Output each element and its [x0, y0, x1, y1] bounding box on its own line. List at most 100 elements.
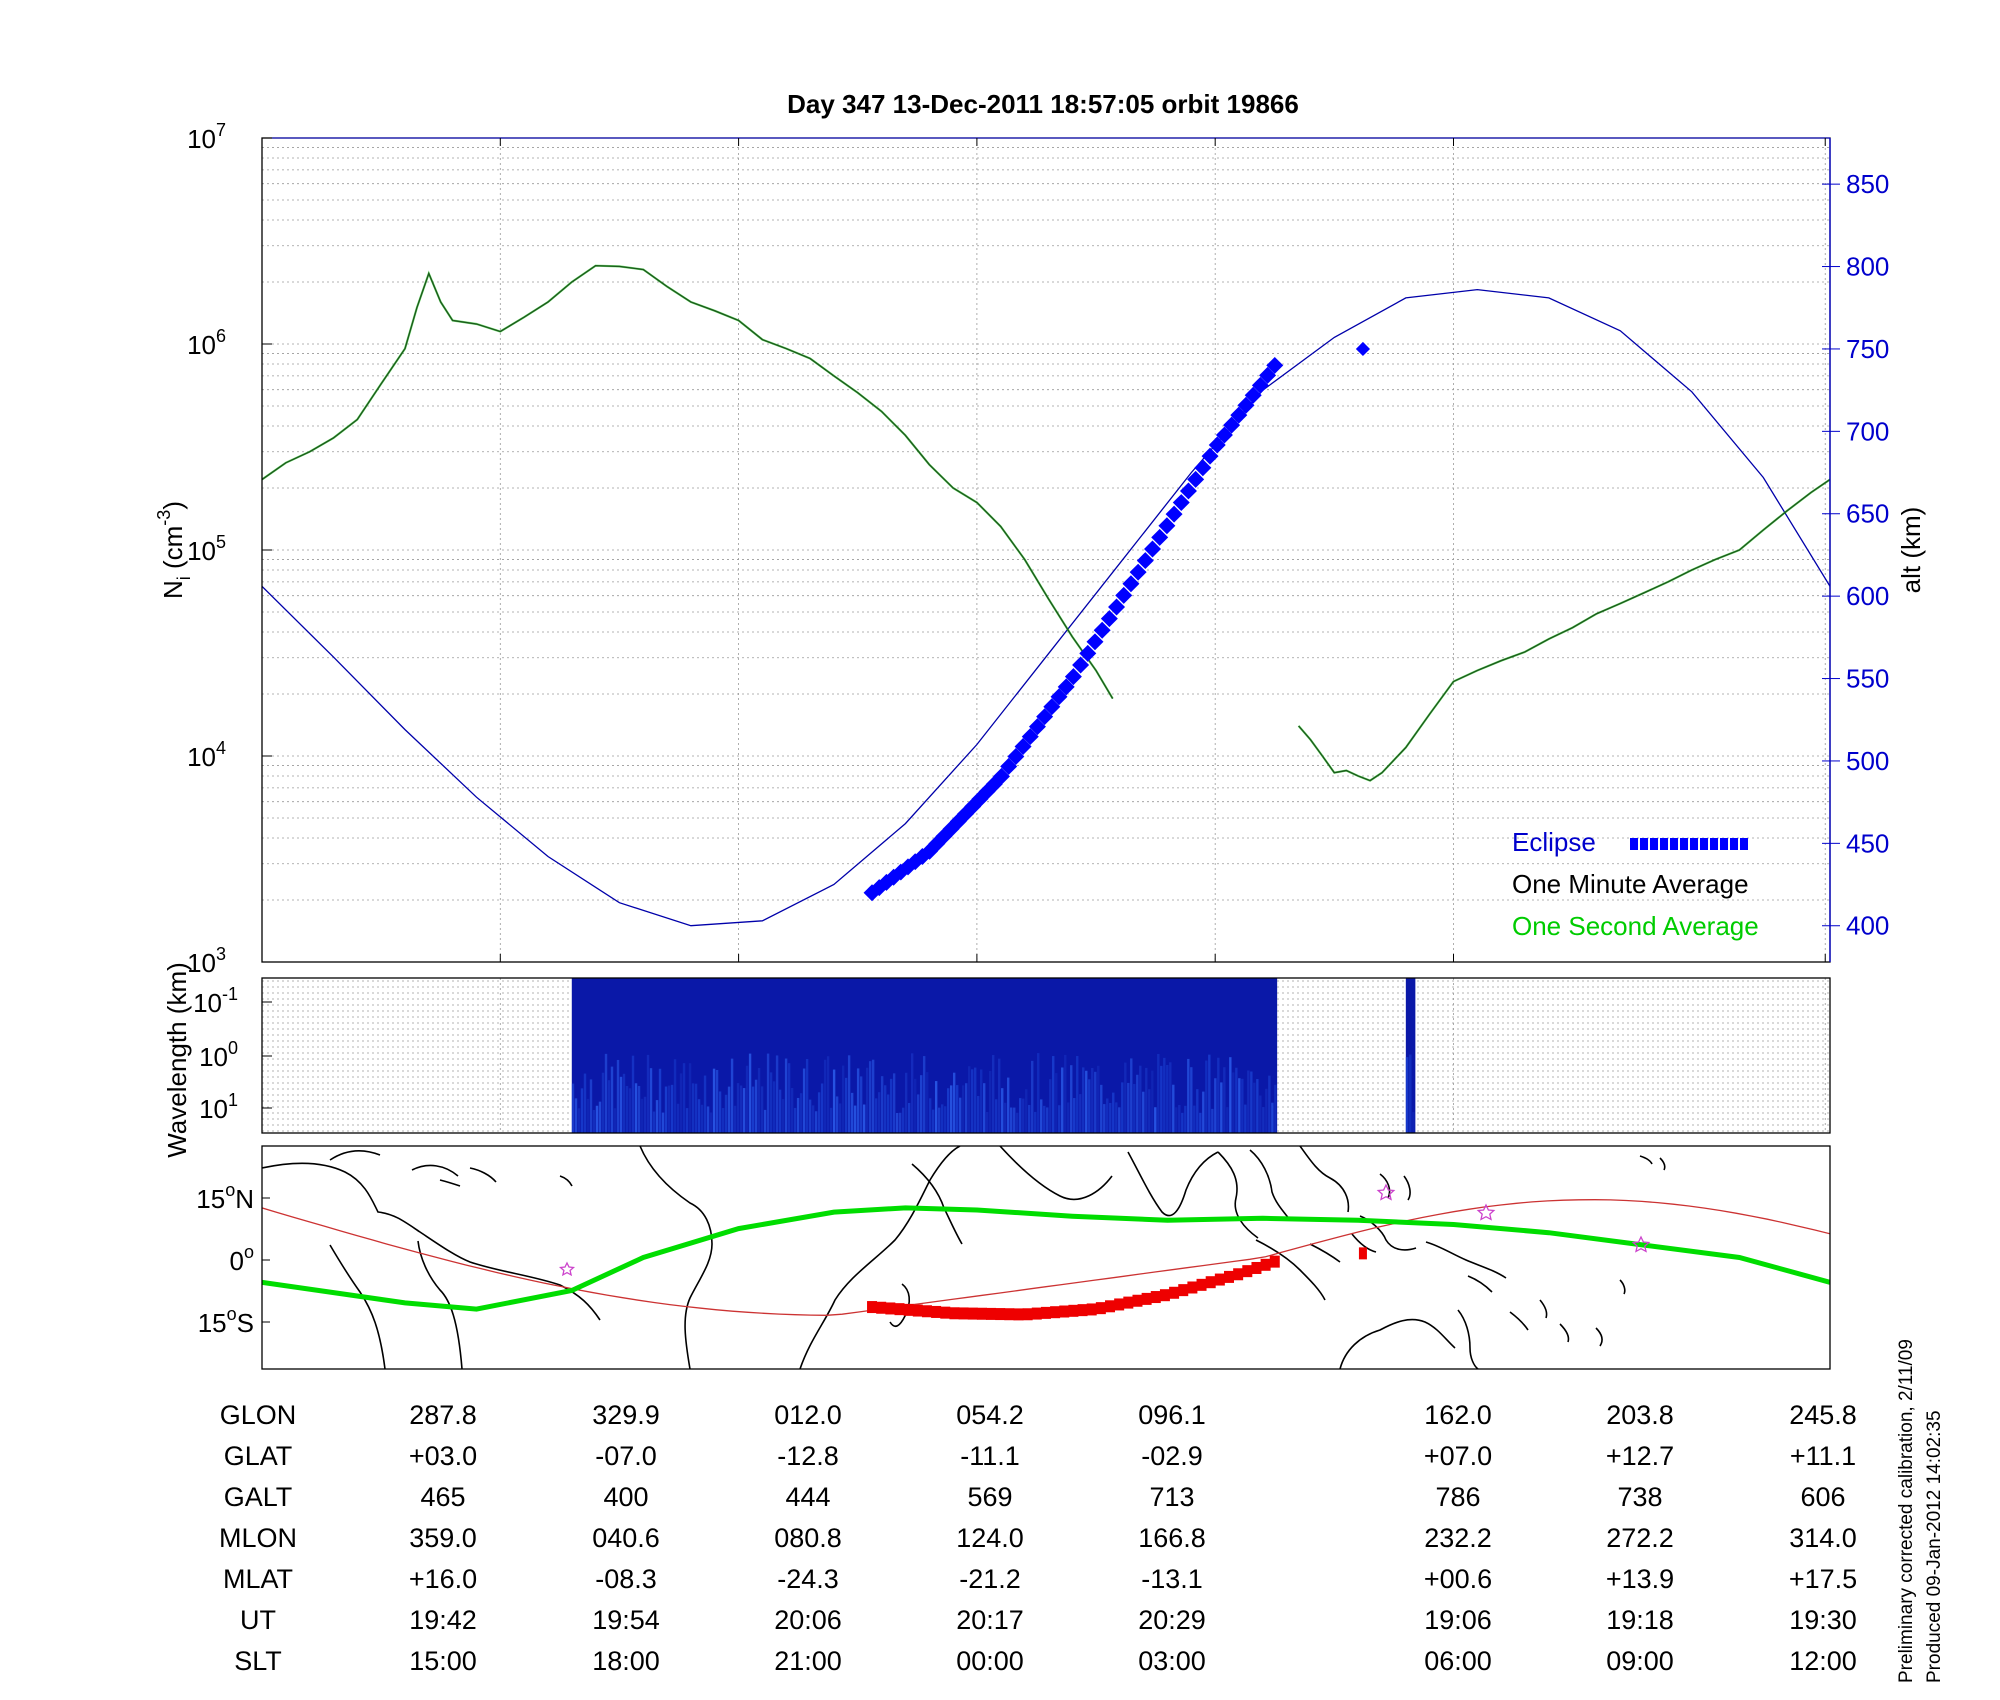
spectrogram-column — [910, 1053, 914, 1133]
map-eclipse-marker — [1260, 1258, 1271, 1271]
altitude-tick-label: 850 — [1846, 169, 1889, 199]
spectrogram-column — [583, 1073, 587, 1133]
map-eclipse-marker — [1031, 1307, 1042, 1320]
eclipse-marker — [1057, 678, 1075, 696]
table-cell: 400 — [603, 1482, 648, 1512]
spectrogram-column — [643, 1096, 647, 1133]
table-row-label: SLT — [234, 1646, 282, 1676]
chart-title: Day 347 13-Dec-2011 18:57:05 orbit 19866 — [787, 89, 1299, 119]
eclipse-marker — [1043, 698, 1061, 716]
spectrogram-column — [904, 1072, 908, 1133]
spectrogram-column — [847, 1055, 851, 1133]
spectrogram-column — [1151, 1070, 1154, 1133]
subsatellite-track — [262, 1205, 1830, 1312]
spectrogram-column — [865, 1067, 869, 1133]
spectrogram-column — [1196, 1089, 1199, 1133]
spectrogram-column — [826, 1056, 830, 1133]
table-cell: 054.2 — [956, 1400, 1024, 1430]
spectrogram-column — [703, 1075, 707, 1133]
spectrogram-column — [1220, 1082, 1223, 1133]
spectrogram-column — [946, 1088, 950, 1133]
spectrogram-column — [916, 1094, 920, 1133]
table-row-label: MLON — [219, 1523, 297, 1553]
spectrogram-column — [790, 1087, 794, 1133]
spectrogram-column — [658, 1068, 662, 1133]
table-cell: 272.2 — [1606, 1523, 1674, 1553]
spectrogram-column — [1061, 1067, 1064, 1133]
eclipse-marker — [1079, 644, 1097, 662]
spectrogram-column — [682, 1063, 686, 1133]
spectrogram-column — [1181, 1112, 1184, 1133]
map-eclipse-marker — [1105, 1300, 1116, 1313]
spectrogram-column — [862, 1104, 866, 1133]
spectrogram-column — [727, 1086, 731, 1133]
spectrogram-column — [730, 1058, 734, 1133]
wavelength-tick-label: 101 — [199, 1090, 238, 1124]
map-eclipse-marker — [1196, 1278, 1207, 1291]
spectrogram-column — [964, 1083, 968, 1133]
spectrogram-column — [844, 1077, 848, 1133]
altitude-y-ticks: 400 450 500 550 600 650 700 750 800 850 — [1822, 169, 1889, 941]
y-tick-label: 104 — [187, 738, 226, 772]
spectrogram-column — [1043, 1105, 1046, 1133]
spectrogram — [571, 978, 1416, 1133]
table-cell: 314.0 — [1789, 1523, 1857, 1553]
density-y-label: Ni (cm-3) — [154, 501, 194, 599]
map-eclipse-marker — [1187, 1281, 1198, 1294]
spectrogram-column — [925, 1072, 929, 1133]
spectrogram-column — [715, 1069, 719, 1133]
spectrogram-column — [877, 1092, 881, 1133]
spectrogram-column — [1088, 1079, 1091, 1133]
spectrogram-column — [631, 1055, 635, 1133]
map-eclipse-marker — [876, 1301, 887, 1314]
spectrogram-column — [1040, 1099, 1043, 1133]
table-row-label: GALT — [224, 1482, 293, 1512]
spectrogram-column — [958, 1097, 962, 1133]
spectrogram-column — [649, 1068, 653, 1133]
legend-eclipse: Eclipse — [1512, 827, 1596, 857]
map-eclipse-marker — [986, 1307, 997, 1320]
map-eclipse-marker — [885, 1302, 896, 1315]
map-eclipse-marker — [1169, 1286, 1180, 1299]
spectrogram-column — [1211, 1108, 1214, 1133]
map-eclipse-marker — [1214, 1273, 1225, 1286]
spectrogram-column — [718, 1091, 722, 1133]
spectrogram-column — [949, 1085, 953, 1133]
table-cell: 00:00 — [956, 1646, 1024, 1676]
spectrogram-column — [989, 1070, 992, 1133]
spectrogram-column — [820, 1083, 824, 1133]
spectrogram-column — [634, 1083, 638, 1133]
spectrogram-column — [691, 1083, 695, 1133]
map-eclipse-marker — [1040, 1306, 1051, 1319]
spectrogram-column — [1148, 1089, 1151, 1133]
map-eclipse-marker — [1159, 1289, 1170, 1302]
spectrogram-column — [1208, 1054, 1211, 1133]
latitude-tick-label: 15oS — [198, 1304, 254, 1338]
table-cell: 738 — [1617, 1482, 1662, 1512]
legend-marker-square — [1670, 838, 1678, 850]
spectrogram-column — [1082, 1067, 1085, 1133]
spectrogram-column — [787, 1063, 791, 1133]
spectrogram-column — [757, 1067, 761, 1133]
eclipse-marker — [1151, 528, 1169, 546]
latitude-tick-label: 15oN — [196, 1180, 254, 1214]
map-eclipse-marker — [995, 1308, 1006, 1321]
spectrogram-column — [1169, 1062, 1172, 1133]
eclipse-marker — [1108, 598, 1126, 616]
table-cell: -21.2 — [959, 1564, 1021, 1594]
legend-marker-square — [1710, 838, 1718, 850]
spectrogram-column — [1058, 1105, 1061, 1133]
coastlines — [262, 1146, 1666, 1369]
spectrogram-column — [736, 1083, 740, 1133]
spectrogram-column — [1193, 1105, 1196, 1133]
eclipse-marker — [1064, 668, 1082, 686]
spectrogram-column — [688, 1063, 692, 1133]
spectrogram-column — [1229, 1057, 1232, 1133]
table-cell: 232.2 — [1424, 1523, 1492, 1553]
eclipse-marker — [1129, 563, 1147, 581]
spectrogram-column — [694, 1083, 698, 1133]
legend-marker-square — [1740, 838, 1748, 850]
spectrogram-column — [907, 1102, 911, 1133]
spectrogram-column — [766, 1053, 770, 1133]
spectrogram-column — [835, 1096, 839, 1133]
